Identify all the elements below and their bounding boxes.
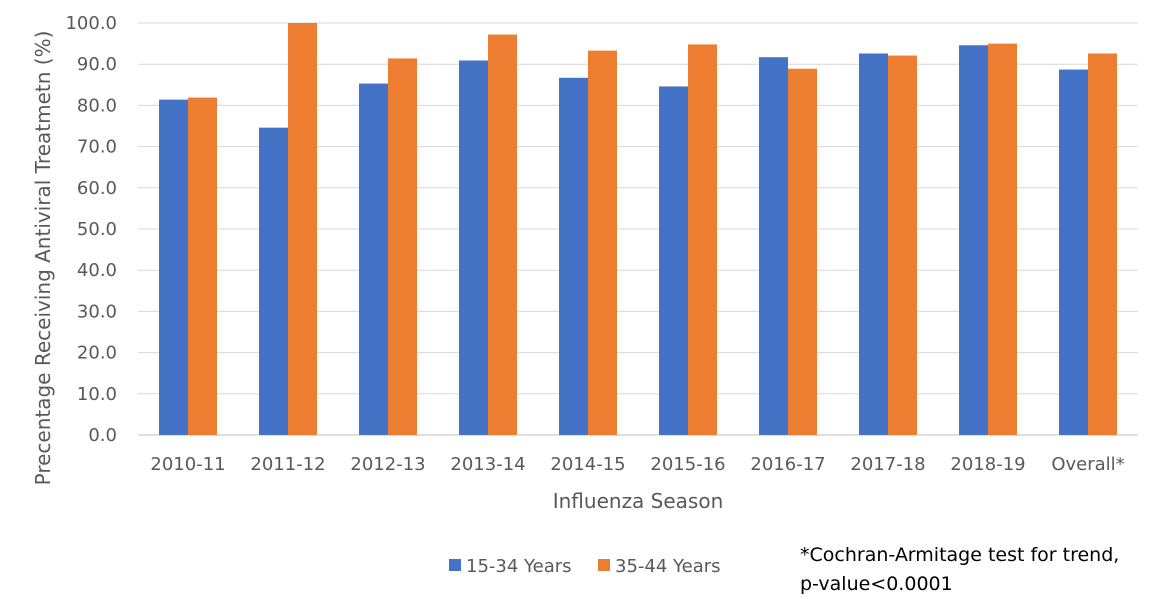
bar-15-34-years-2010-11: [159, 99, 188, 436]
x-tick-label: 2010-11: [150, 454, 225, 475]
x-tick-label: 2013-14: [450, 454, 525, 475]
x-tick-label: 2014-15: [550, 454, 625, 475]
y-tick-label: 40.0: [77, 260, 117, 281]
bar-35-44-years-2018-19: [988, 43, 1017, 435]
x-tick-label: 2011-12: [250, 454, 325, 475]
legend-swatch: [598, 559, 610, 571]
legend-label: 15-34 Years: [466, 556, 572, 577]
y-tick-label: 90.0: [77, 54, 117, 75]
bar-15-34-years-2017-18: [859, 53, 888, 435]
x-tick-label: 2017-18: [850, 454, 925, 475]
bars: [159, 23, 1117, 436]
y-tick-label: 50.0: [77, 219, 117, 240]
trend-test-note: *Cochran-Armitage test for trend, p-valu…: [800, 541, 1150, 599]
legend: 15-34 Years 35-44 Years: [449, 556, 721, 577]
x-tick-label: 2018-19: [950, 454, 1025, 475]
bar-15-34-years-2014-15: [559, 77, 588, 436]
trend-test-note-line-1: *Cochran-Armitage test for trend,: [800, 544, 1120, 566]
bar-35-44-years-2015-16: [688, 44, 717, 435]
y-tick-label: 30.0: [77, 301, 117, 322]
y-tick-label: 80.0: [77, 95, 117, 116]
bar-35-44-years-2011-12: [288, 23, 317, 435]
bar-15-34-years-2015-16: [659, 86, 688, 435]
bar-15-34-years-overall-: [1059, 69, 1088, 435]
bar-35-44-years-2014-15: [588, 50, 617, 435]
y-axis-title: Precentage Receiving Antiviral Treatmetn…: [31, 31, 55, 486]
bar-15-34-years-2016-17: [759, 57, 788, 436]
bar-15-34-years-2013-14: [459, 60, 488, 435]
bar-15-34-years-2018-19: [959, 45, 988, 436]
x-tick-label: Overall*: [1051, 454, 1124, 475]
x-axis-ticks: 2010-11 2011-12 2012-13 2013-14 2014-15 2015-…: [150, 454, 1124, 475]
bar-35-44-years-2010-11: [188, 97, 217, 436]
y-tick-label: 70.0: [77, 137, 117, 158]
x-axis-title: Influenza Season: [553, 489, 724, 513]
trend-test-note-line-2: p-value<0.0001: [800, 573, 953, 595]
y-tick-label: 0.0: [88, 425, 117, 446]
x-tick-label: 2015-16: [650, 454, 725, 475]
bar-15-34-years-2011-12: [259, 127, 288, 435]
bar-35-44-years-2013-14: [488, 34, 517, 435]
legend-swatch: [449, 559, 461, 571]
bar-35-44-years-2012-13: [388, 58, 417, 435]
bar-35-44-years-2017-18: [888, 55, 917, 435]
bar-35-44-years-2016-17: [788, 68, 817, 436]
y-tick-label: 10.0: [77, 384, 117, 405]
y-axis-ticks: 0.0 10.0 20.0 30.0 40.0 50.0 60.0 70.0 80.0 90.0 1…: [65, 13, 117, 446]
x-tick-label: 2012-13: [350, 454, 425, 475]
legend-label: 35-44 Years: [615, 556, 721, 577]
bar-35-44-years-overall-: [1088, 53, 1117, 435]
y-tick-label: 60.0: [77, 178, 117, 199]
bar-15-34-years-2012-13: [359, 83, 388, 436]
x-tick-label: 2016-17: [750, 454, 825, 475]
y-tick-label: 20.0: [77, 343, 117, 364]
y-tick-label: 100.0: [65, 13, 117, 34]
